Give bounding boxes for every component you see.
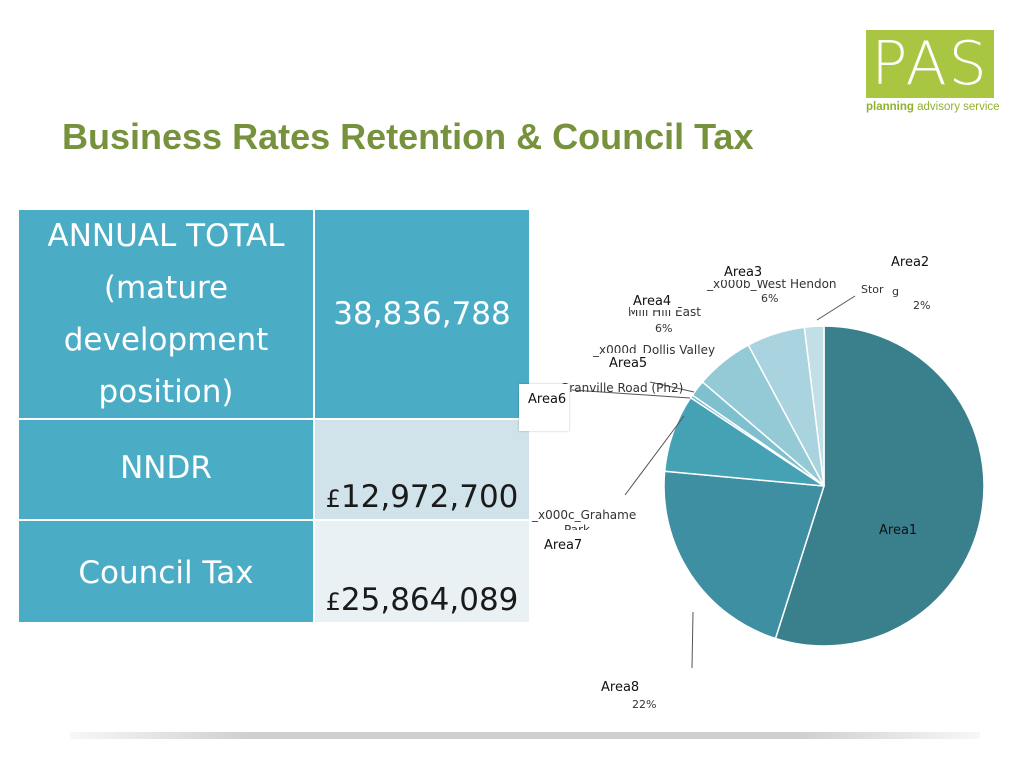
- nndr-value: £12,972,700: [313, 418, 531, 521]
- table-row: ANNUAL TOTAL (mature development positio…: [17, 208, 531, 420]
- footer-divider: [70, 732, 980, 739]
- leader-line-area8: [691, 611, 694, 669]
- area1-label-bg: [867, 512, 964, 560]
- pie-slice-area8: [663, 470, 825, 640]
- leader-line-area6: [571, 389, 691, 399]
- leader-line-area7: [624, 415, 685, 496]
- slide-title: Business Rates Retention & Council Tax: [62, 116, 754, 157]
- leader-lines: [571, 295, 856, 669]
- area1-label: Area1: [879, 523, 917, 538]
- area6-sublabel: Granville Road (Ph2): [560, 381, 683, 395]
- council-tax-label: Council Tax: [17, 519, 315, 624]
- area8-percent: 22%: [632, 698, 656, 711]
- area8-label: Area8: [601, 680, 639, 695]
- pas-logo-subtitle: planning advisory service: [866, 101, 1000, 113]
- area4-percent: 6%: [655, 322, 672, 335]
- annual-label-line: development: [63, 322, 269, 358]
- rates-table: ANNUAL TOTAL (mature development positio…: [17, 208, 531, 624]
- area5-label: Area5: [609, 356, 647, 371]
- area2-sublabel: Stor: [861, 283, 884, 296]
- area4-label: Area4: [633, 294, 671, 309]
- leader-line-area2: [816, 295, 856, 321]
- annual-total-label: ANNUAL TOTAL (mature development positio…: [17, 208, 315, 420]
- area7-label: Area7: [544, 538, 582, 553]
- pie-slice-area2: [803, 325, 825, 487]
- ct-currency: £: [325, 588, 341, 616]
- logo-sub-bold: planning: [866, 101, 914, 113]
- area3-sublabel: _x000b_West Hendon: [706, 277, 837, 291]
- pas-logo-mark: PAS: [866, 30, 994, 98]
- pas-logo: PAS planning advisory service: [866, 30, 1000, 113]
- ct-amount: 25,864,089: [340, 582, 519, 618]
- annual-total-value: 38,836,788: [313, 208, 531, 420]
- area3-label: Area3: [724, 265, 762, 280]
- area6-label: Area6: [528, 392, 567, 407]
- annual-label-line: ANNUAL TOTAL: [47, 218, 285, 254]
- area7-sublabel: _x000c_Grahame: [531, 508, 636, 522]
- area2-label: Area2: [891, 255, 929, 270]
- area2-percent: 2%: [913, 299, 930, 312]
- pie-slice-area1: [774, 325, 985, 647]
- leader-line-area5: [649, 381, 695, 393]
- area4-label-bg: [630, 292, 678, 310]
- area7-label-bg: [540, 530, 590, 552]
- area2-sublabel-2: g: [892, 285, 899, 298]
- nndr-amount: 12,972,700: [340, 479, 519, 515]
- area3-label-bg: [720, 263, 768, 280]
- annual-label-line: (mature: [103, 270, 229, 306]
- nndr-currency: £: [325, 485, 341, 513]
- nndr-label: NNDR: [17, 418, 315, 521]
- area6-label-box: [519, 384, 569, 431]
- area5-label-bg: [604, 353, 654, 373]
- annual-label-line: position): [98, 374, 234, 410]
- council-tax-value: £25,864,089: [313, 519, 531, 624]
- table-row: NNDR £12,972,700: [17, 418, 531, 521]
- table-row: Council Tax £25,864,089: [17, 519, 531, 624]
- area3-percent: 6%: [761, 292, 778, 305]
- logo-sub-rest: advisory service: [913, 101, 1000, 113]
